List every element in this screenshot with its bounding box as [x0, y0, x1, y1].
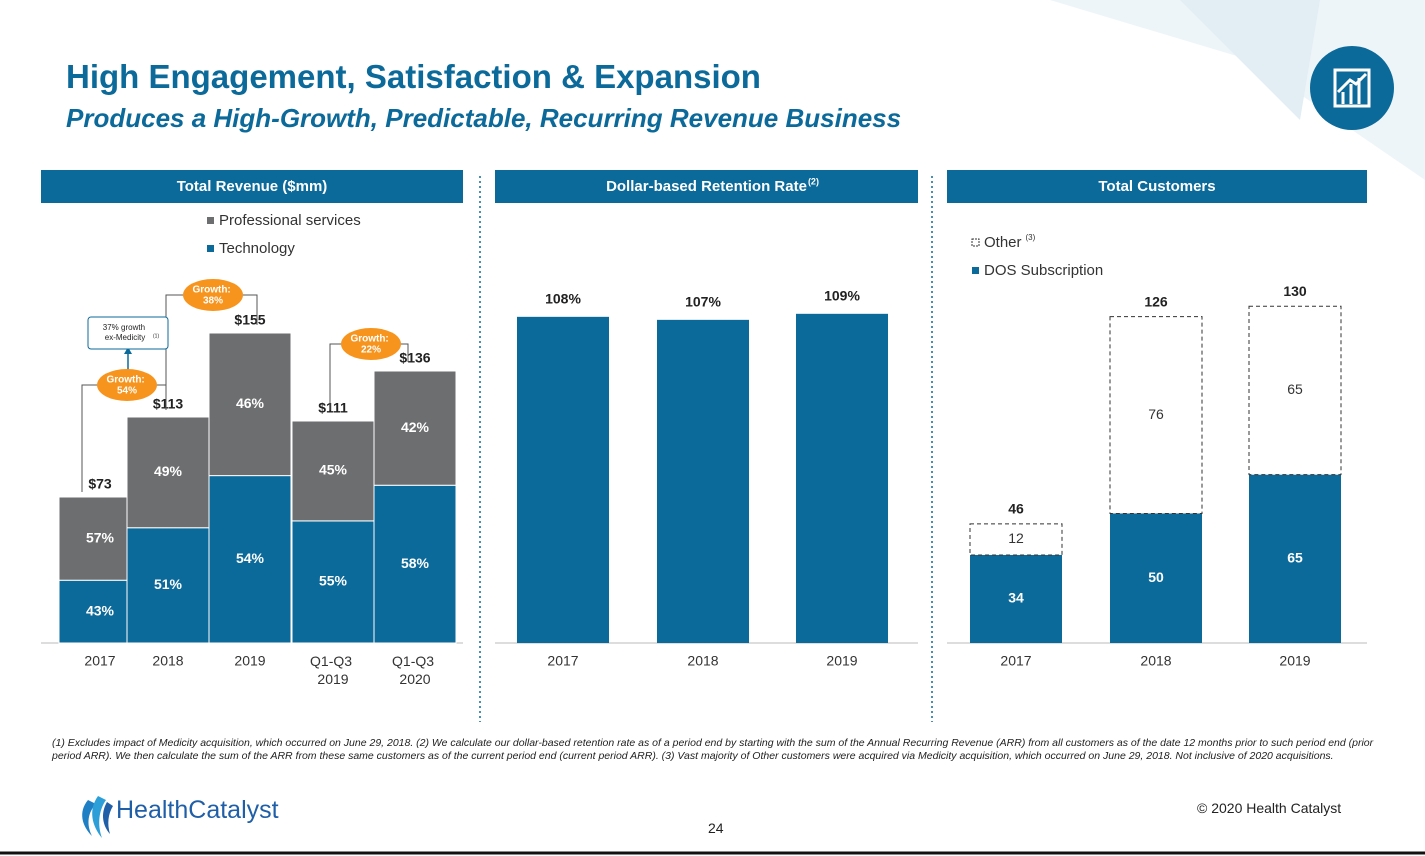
background-shape: [1050, 0, 1425, 180]
segment-label: 76: [1148, 406, 1164, 422]
bar-segment: [969, 523, 1063, 556]
segment-label: 43%: [86, 602, 115, 618]
x-tick-label: 2019: [1279, 653, 1310, 669]
bar-segment: [126, 527, 210, 644]
bar-segment: [126, 416, 210, 529]
segment-label: 12: [1008, 530, 1024, 546]
segment-label: 34: [1008, 590, 1024, 606]
title-note: (2): [808, 176, 819, 186]
chart-title: Total Customers: [1098, 178, 1215, 195]
bar-segment: [208, 332, 292, 477]
x-tick-label: 2018: [1140, 653, 1171, 669]
legend-swatch: [972, 267, 979, 274]
segment-label: 45%: [319, 462, 348, 478]
annotation-note: (1): [153, 333, 159, 339]
background-shape: [1180, 0, 1320, 120]
x-tick-label: Q1-Q3 2019: [310, 653, 356, 687]
bar: [796, 313, 888, 643]
bar-segment: [970, 554, 1062, 643]
legend-note: (3): [1026, 233, 1036, 242]
subtitle: Produces a High-Growth, Predictable, Rec…: [66, 103, 902, 133]
value-label: 109%: [824, 288, 860, 304]
x-tick-label: 2018: [687, 653, 718, 669]
panel-header: [495, 170, 918, 203]
segment-label: 54%: [236, 550, 265, 566]
total-label: $113: [153, 396, 184, 412]
connector: [398, 343, 409, 362]
total-label: $136: [399, 350, 430, 366]
growth-bubble: [341, 328, 401, 360]
annotation: Growth: 22%: [350, 333, 391, 355]
legend-swatch: [971, 238, 980, 247]
segment-label: 58%: [401, 555, 430, 571]
connector: [329, 343, 345, 410]
logo-mark: [82, 796, 113, 838]
x-tick-label: 2017: [84, 653, 115, 669]
legend-label: Technology: [219, 240, 295, 257]
segment-label: 50: [1148, 569, 1164, 585]
growth-bubble: [97, 369, 157, 401]
legend-label: Professional services: [219, 212, 361, 229]
panel-header: [947, 170, 1367, 203]
total-label: 46: [1008, 501, 1024, 517]
legend-swatch: [207, 217, 214, 224]
segment-label: 57%: [86, 529, 115, 545]
arrow-head: [124, 347, 132, 354]
segment-label: 42%: [401, 419, 430, 435]
segment-label: 51%: [154, 576, 183, 592]
title: High Engagement, Satisfaction & Expansio…: [66, 58, 761, 95]
bar-segment: [291, 520, 375, 644]
segment-label: 49%: [154, 463, 183, 479]
legend-swatch: [207, 245, 214, 252]
growth-connectors: [81, 294, 409, 492]
bar-segment: [1248, 305, 1342, 476]
bar-segment: [1249, 474, 1341, 643]
x-tick-label: 2019: [234, 653, 265, 669]
chart-icon: [1333, 68, 1371, 108]
page-number: 24: [708, 820, 724, 836]
legend-label: DOS Subscription: [984, 262, 1103, 279]
bar-segment: [373, 484, 457, 644]
panel-header: [41, 170, 463, 203]
annotation-box: [87, 316, 169, 350]
bar-segment: [373, 370, 457, 486]
chart-title: Dollar-based Retention Rate: [606, 178, 807, 195]
legend-label: Other: [984, 234, 1022, 251]
bar-segment: [208, 475, 292, 644]
x-tick-label: Q1-Q3 2020: [392, 653, 438, 687]
connector: [81, 384, 100, 492]
x-tick-label: 2019: [826, 653, 857, 669]
x-tick-label: 2017: [1000, 653, 1031, 669]
value-label: 108%: [545, 291, 581, 307]
x-tick-label: 2018: [152, 653, 183, 669]
segment-label: 65: [1287, 381, 1303, 397]
segment-label: 65: [1287, 550, 1303, 566]
annotation: Growth: 54%: [106, 374, 147, 396]
bar: [517, 316, 609, 643]
connector: [165, 294, 186, 410]
total-label: $155: [234, 312, 265, 328]
total-label: 130: [1283, 283, 1307, 299]
bar-segment: [1109, 316, 1203, 514]
bar-segment: [1110, 513, 1202, 643]
total-label: $111: [318, 400, 348, 416]
footnote: (1) Excludes impact of Medicity acquisit…: [52, 737, 1374, 762]
segment-label: 46%: [236, 395, 265, 411]
segment-label: 55%: [319, 573, 348, 589]
x-tick-label: 2017: [547, 653, 578, 669]
growth-bubble: [183, 279, 243, 311]
total-label: 126: [1144, 293, 1168, 309]
logo: HealthCatalyst: [116, 796, 279, 824]
copyright: © 2020 Health Catalyst: [1197, 800, 1342, 816]
annotation: Growth: 38%: [192, 284, 233, 306]
total-label: $73: [88, 476, 112, 492]
bar-segment: [291, 420, 375, 522]
chart-title: Total Revenue ($mm): [177, 178, 328, 195]
annotation: 37% growth ex-Medicity: [103, 323, 147, 342]
connector: [240, 294, 258, 325]
bar: [657, 319, 749, 643]
value-label: 107%: [685, 294, 721, 310]
